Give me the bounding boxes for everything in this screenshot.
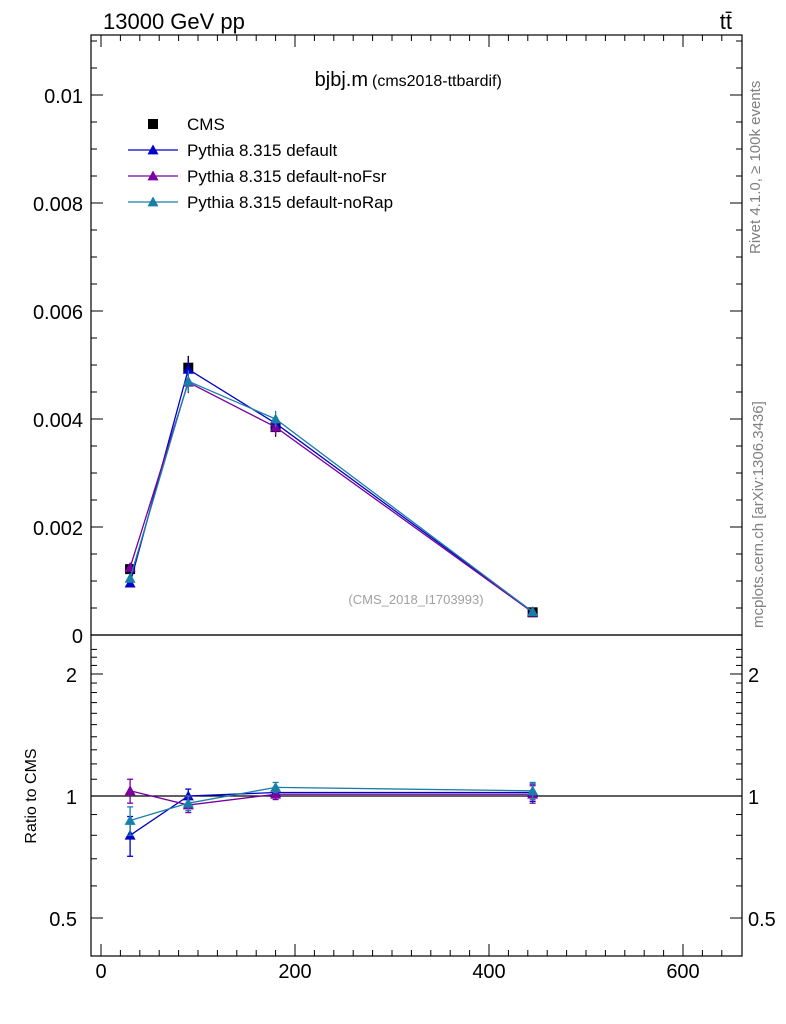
- main-axis-ticks: [91, 35, 742, 636]
- ratio-series-pythia-8-315-default-norap: [124, 781, 539, 836]
- x-tick-label: 0: [95, 961, 106, 983]
- ratio-y-tick-label-right: 2: [748, 665, 759, 687]
- plot-title: bjbj.m: [315, 69, 368, 91]
- main-data-series: [124, 355, 539, 618]
- legend-item: Pythia 8.315 default-noFsr: [128, 167, 387, 186]
- legend: CMS Pythia 8.315 default Pythia 8.315 defa…: [128, 115, 393, 212]
- legend-marker: [148, 119, 158, 129]
- main-plot-panel: 0 0.002 0.004 0.006 0.008 0.01 bjbj.m (cms201…: [33, 34, 743, 648]
- series-pythia-8-315-default-norap: [124, 370, 539, 617]
- rivet-version-label: Rivet 4.1.0, ≥ 100k events: [747, 81, 764, 254]
- legend-marker: [147, 144, 159, 155]
- series-pythia-8-315-default-nofsr: [124, 371, 539, 617]
- main-y-tick-labels: 0 0.002 0.004 0.006 0.008 0.01: [33, 86, 83, 648]
- data-point: [527, 606, 539, 617]
- y-tick-label: 0.004: [33, 410, 83, 432]
- y-tick-label: 0.01: [44, 86, 83, 108]
- legend-label: Pythia 8.315 default-noFsr: [187, 167, 387, 186]
- series-line: [129, 380, 534, 613]
- y-tick-label: 0.002: [33, 518, 83, 540]
- series-cms: [125, 355, 538, 618]
- data-point: [270, 413, 282, 424]
- legend-item: CMS: [148, 115, 225, 134]
- x-tick-label: 200: [278, 961, 311, 983]
- x-tick-labels: 0 200 400 600: [95, 961, 699, 983]
- ratio-y-axis-label: Ratio to CMS: [23, 748, 40, 843]
- ratio-y-tick-label-right: 0.5: [748, 909, 776, 931]
- ratio-data-point: [124, 815, 136, 825]
- ratio-axis-ticks: [91, 648, 742, 956]
- legend-label: Pythia 8.315 default: [187, 141, 338, 160]
- ratio-y-tick-label-right: 1: [748, 787, 759, 809]
- ratio-data-point: [527, 785, 539, 796]
- legend-marker: [147, 196, 159, 207]
- legend-marker: [147, 170, 159, 181]
- series-line: [129, 368, 534, 613]
- ratio-series-pythia-8-315-default: [124, 783, 539, 857]
- ratio-line: [129, 791, 533, 836]
- plot-subtitle: (cms2018-ttbardif): [372, 73, 502, 90]
- ratio-line: [129, 786, 533, 822]
- ratio-data-point: [270, 781, 282, 792]
- ratio-data-series: [124, 778, 539, 857]
- analysis-watermark: (CMS_2018_I1703993): [348, 592, 483, 607]
- series-pythia-8-315-default: [124, 358, 539, 617]
- mcplots-label: mcplots.cern.ch [arXiv:1306.3436]: [750, 401, 767, 628]
- data-point: [182, 363, 194, 374]
- ratio-plot-panel: 0.5 0.5 1 1 2 2 0 200 400 600 Ratio to CMS: [23, 634, 776, 983]
- data-point: [182, 375, 194, 386]
- x-tick-label: 600: [666, 961, 699, 983]
- ratio-y-tick-label-left: 0.5: [49, 909, 77, 931]
- x-tick-label: 400: [472, 961, 505, 983]
- y-tick-label: 0: [72, 626, 83, 648]
- y-tick-label: 0.008: [33, 194, 83, 216]
- ratio-data-point: [270, 788, 282, 799]
- ratio-line: [129, 790, 533, 806]
- ratio-data-point: [182, 797, 194, 808]
- ratio-y-tick-labels: 0.5 0.5 1 1 2 2: [49, 665, 776, 931]
- legend-label: Pythia 8.315 default-noRap: [187, 193, 393, 212]
- ratio-data-point: [124, 785, 136, 796]
- ratio-y-tick-label-left: 2: [66, 665, 77, 687]
- series-line: [129, 381, 534, 613]
- legend-label: CMS: [187, 115, 225, 134]
- legend-item: Pythia 8.315 default-noRap: [128, 193, 393, 212]
- process-label: tt̄: [720, 9, 732, 34]
- data-point: [124, 572, 136, 583]
- energy-label: 13000 GeV pp: [103, 9, 245, 34]
- y-tick-label: 0.006: [33, 302, 83, 324]
- legend-item: Pythia 8.315 default: [128, 141, 338, 160]
- ratio-y-tick-label-left: 1: [66, 787, 77, 809]
